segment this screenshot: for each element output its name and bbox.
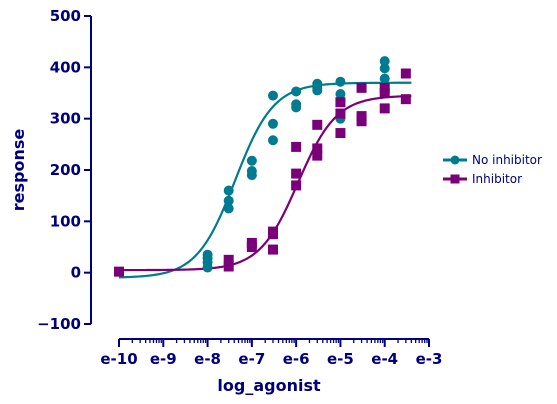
y-tick-label: 400 (50, 58, 81, 76)
data-point-square (114, 266, 124, 277)
axes: −100 0 100 200 300 400 500 e-10 e-9 e-8 e-7 e-6 e-5 e… (37, 7, 442, 368)
y-tick-label: 100 (50, 212, 81, 230)
data-point-square (335, 97, 346, 108)
data-point-circle (379, 73, 390, 84)
data-point-circle (312, 78, 323, 89)
x-tick-label: e-8 (194, 350, 221, 368)
y-axis-label: response (9, 129, 28, 212)
y-tick-label: 500 (50, 7, 81, 25)
data-point-square (291, 141, 302, 152)
data-point-square (379, 88, 390, 98)
data-point-square (335, 128, 346, 139)
data-point-circle (267, 90, 278, 101)
data-point-circle (246, 166, 257, 177)
data-point-circle (267, 118, 278, 129)
x-tick-label: e-5 (327, 350, 354, 368)
legend-label: Inhibitor (472, 172, 522, 186)
data-point-square (379, 103, 390, 114)
data-point-square (335, 108, 346, 119)
x-tick-label: e-3 (416, 350, 443, 368)
x-tick-label: e-7 (238, 350, 265, 368)
x-tick-label: e-4 (371, 350, 398, 368)
data-point-square (312, 150, 323, 161)
x-tick-label: e-9 (150, 350, 177, 368)
data-point-circle (335, 76, 346, 87)
data-point-circle (223, 195, 234, 206)
data-point-square (223, 261, 234, 272)
y-tick-label: −100 (37, 315, 81, 333)
data-point-square (312, 119, 323, 130)
data-point-square (356, 111, 367, 122)
data-point-circle (223, 185, 234, 196)
data-point-square (356, 116, 367, 127)
data-point-circle (379, 63, 390, 74)
data-point-square (400, 68, 411, 79)
data-point-square (400, 94, 411, 105)
legend-swatch-circle (450, 155, 460, 165)
data-point-circle (335, 89, 346, 100)
data-point-square (356, 82, 367, 93)
fit-curve-circle (118, 81, 412, 279)
y-tick-label: 0 (71, 264, 81, 282)
y-tick-label: 200 (50, 161, 81, 179)
x-tick-label: e-6 (283, 350, 310, 368)
x-tick-label: e-10 (100, 350, 137, 368)
data-point-square (291, 168, 302, 179)
data-point-circle (246, 155, 257, 166)
data-point-circle (267, 135, 278, 146)
data-point-square (267, 226, 278, 237)
legend-swatch-square (450, 174, 460, 184)
x-axis-label: log_agonist (217, 376, 321, 395)
data-point-square (379, 82, 390, 93)
legend: No inhibitor Inhibitor (443, 153, 542, 186)
data-point-circle (202, 249, 213, 260)
y-tick-label: 300 (50, 110, 81, 128)
data-point-square (291, 180, 302, 191)
data-point-circle (223, 203, 234, 214)
data-point-square (223, 254, 234, 265)
data-points (114, 56, 411, 277)
fit-curve-square (119, 94, 412, 272)
legend-label: No inhibitor (472, 153, 542, 167)
data-point-circle (291, 86, 302, 97)
data-point-square (246, 237, 257, 248)
data-point-square (312, 143, 323, 154)
data-point-circle (379, 56, 390, 67)
fit-curves (118, 81, 412, 279)
data-point-circle (291, 99, 302, 110)
data-point-square (267, 244, 278, 255)
